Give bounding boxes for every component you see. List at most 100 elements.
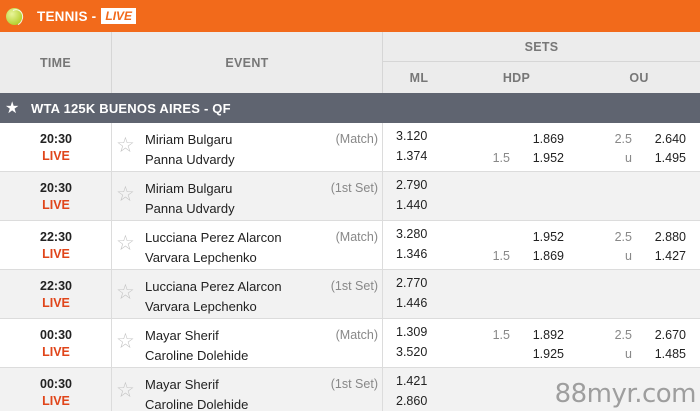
odds-ml-away[interactable]: 3.520 — [396, 345, 428, 359]
favorite-star-icon[interactable]: ☆ — [116, 134, 135, 157]
player-home[interactable]: Miriam Bulgaru — [145, 132, 233, 147]
row-time: 00:30 LIVE — [0, 327, 112, 361]
odds-ou-under[interactable]: 1.495 — [654, 151, 686, 165]
row-divider — [111, 221, 112, 270]
odds-hdp-home[interactable]: 1.952 — [532, 230, 564, 244]
header-divider — [111, 32, 112, 93]
sport-header: TENNIS - LIVE — [0, 0, 700, 32]
player-away[interactable]: Varvara Lepchenko — [145, 299, 257, 314]
tournament-bar[interactable]: ★ WTA 125K BUENOS AIRES - QF — [0, 93, 700, 123]
odds-hdp-home[interactable]: 1.869 — [532, 132, 564, 146]
row-divider — [111, 270, 112, 319]
odds-ou-over[interactable]: 2.880 — [654, 230, 686, 244]
player-home[interactable]: Lucciana Perez Alarcon — [145, 230, 282, 245]
row-divider — [111, 319, 112, 368]
sport-title: TENNIS - — [37, 8, 97, 24]
row-time: 22:30 LIVE — [0, 229, 112, 263]
live-status: LIVE — [42, 394, 70, 408]
odds-ml-home[interactable]: 2.790 — [396, 178, 428, 192]
match-row: 00:30 LIVE Mayar Sherif Caroline Dolehide (1… — [0, 368, 700, 411]
watermark: 88myr.com — [554, 379, 697, 409]
odds-ml-home[interactable]: 3.120 — [396, 129, 428, 143]
tennis-ball-icon — [6, 7, 23, 25]
column-ou: OU — [629, 70, 649, 85]
player-home[interactable]: Mayar Sherif — [145, 328, 219, 343]
kickoff-time: 20:30 — [40, 132, 72, 146]
live-badge: LIVE — [101, 8, 137, 24]
odds-ml-away[interactable]: 1.446 — [396, 296, 428, 310]
odds-ou-under[interactable]: 1.427 — [654, 249, 686, 263]
row-divider — [382, 123, 383, 172]
row-divider — [382, 221, 383, 270]
column-time: TIME — [39, 55, 72, 70]
match-row: 20:30 LIVE Miriam Bulgaru Panna Udvardy (Mat… — [0, 123, 700, 172]
player-away[interactable]: Panna Udvardy — [145, 152, 235, 167]
market-type: (1st Set) — [330, 377, 378, 391]
row-divider — [382, 270, 383, 319]
row-time: 20:30 LIVE — [0, 180, 112, 214]
player-home[interactable]: Mayar Sherif — [145, 377, 219, 392]
market-type: (1st Set) — [330, 279, 378, 293]
odds-ml-away[interactable]: 2.860 — [396, 394, 428, 408]
hdp-line-away: 1.5 — [492, 249, 510, 263]
match-row: 20:30 LIVE Miriam Bulgaru Panna Udvardy (1st… — [0, 172, 700, 221]
odds-hdp-away[interactable]: 1.869 — [532, 249, 564, 263]
player-away[interactable]: Panna Udvardy — [145, 201, 235, 216]
odds-ml-home[interactable]: 2.770 — [396, 276, 428, 290]
player-home[interactable]: Lucciana Perez Alarcon — [145, 279, 282, 294]
row-divider — [111, 172, 112, 221]
odds-ml-away[interactable]: 1.374 — [396, 149, 428, 163]
favorite-star-icon[interactable]: ☆ — [116, 232, 135, 255]
hdp-line-away: 1.5 — [492, 151, 510, 165]
player-away[interactable]: Caroline Dolehide — [145, 397, 249, 411]
ou-under-label: u — [625, 249, 632, 263]
odds-hdp-home[interactable]: 1.892 — [532, 328, 564, 342]
kickoff-time: 22:30 — [40, 230, 72, 244]
column-sets: SETS — [524, 39, 559, 54]
row-time: 00:30 LIVE — [0, 376, 112, 410]
odds-ou-over[interactable]: 2.670 — [654, 328, 686, 342]
header-divider — [383, 61, 700, 62]
odds-ml-away[interactable]: 1.440 — [396, 198, 428, 212]
favorite-star-icon[interactable]: ☆ — [116, 330, 135, 353]
hdp-line-home: 1.5 — [492, 328, 510, 342]
row-divider — [111, 123, 112, 172]
ou-line: 2.5 — [614, 230, 632, 244]
odds-ml-away[interactable]: 1.346 — [396, 247, 428, 261]
row-time: 20:30 LIVE — [0, 131, 112, 165]
live-status: LIVE — [42, 149, 70, 163]
match-row: 22:30 LIVE Lucciana Perez Alarcon Varvara L… — [0, 221, 700, 270]
match-row: 22:30 LIVE Lucciana Perez Alarcon Varvara L… — [0, 270, 700, 319]
odds-ou-under[interactable]: 1.485 — [654, 347, 686, 361]
tournament-name: WTA 125K BUENOS AIRES - QF — [31, 100, 231, 116]
market-type: (1st Set) — [330, 181, 378, 195]
odds-ml-home[interactable]: 1.421 — [396, 374, 428, 388]
row-divider — [382, 368, 383, 411]
ou-line: 2.5 — [614, 132, 632, 146]
odds-ml-home[interactable]: 1.309 — [396, 325, 428, 339]
row-divider — [382, 172, 383, 221]
market-type: (Match) — [335, 328, 378, 342]
ou-under-label: u — [625, 151, 632, 165]
row-divider — [111, 368, 112, 411]
player-away[interactable]: Caroline Dolehide — [145, 348, 249, 363]
ou-line: 2.5 — [614, 328, 632, 342]
odds-hdp-away[interactable]: 1.925 — [532, 347, 564, 361]
odds-ml-home[interactable]: 3.280 — [396, 227, 428, 241]
player-away[interactable]: Varvara Lepchenko — [145, 250, 257, 265]
header-divider — [382, 32, 383, 93]
kickoff-time: 22:30 — [40, 279, 72, 293]
favorite-star-icon[interactable]: ☆ — [116, 379, 135, 402]
live-status: LIVE — [42, 345, 70, 359]
player-home[interactable]: Miriam Bulgaru — [145, 181, 233, 196]
odds-hdp-away[interactable]: 1.952 — [532, 151, 564, 165]
market-type: (Match) — [335, 132, 378, 146]
odds-ou-over[interactable]: 2.640 — [654, 132, 686, 146]
column-event: EVENT — [225, 55, 269, 70]
column-hdp: HDP — [502, 70, 531, 85]
favorite-star-icon[interactable]: ☆ — [116, 183, 135, 206]
column-ml: ML — [409, 70, 429, 85]
star-icon[interactable]: ★ — [5, 100, 20, 117]
favorite-star-icon[interactable]: ☆ — [116, 281, 135, 304]
kickoff-time: 00:30 — [40, 328, 72, 342]
